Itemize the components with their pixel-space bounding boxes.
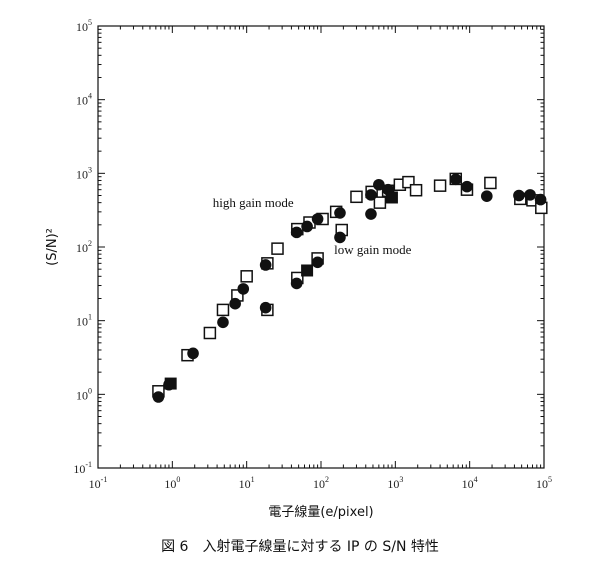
filled-circle-point [334,207,346,219]
x-tick-label: 101 [239,475,255,491]
y-axis-label: (S/N)² [45,228,60,266]
open-square-point [373,196,387,209]
y-tick-label: 104 [76,92,92,108]
filled-circle-point [449,173,462,186]
annotation-label: high gain mode [213,195,294,210]
filled-square-point [385,191,398,204]
open-square-point [271,242,284,255]
filled-circle-point [373,178,385,191]
x-tick-labels: 10-1 100 101 102 103 104 105 [89,475,552,491]
y-tick-label: 105 [76,18,92,34]
filled-circle-point [365,208,377,220]
y-tick-label: 101 [76,313,92,329]
open-square-point [240,270,253,283]
open-square-point [350,190,363,204]
annotation-label: low gain mode [334,242,411,257]
axis-ticks [97,25,545,469]
filled-square-point [164,377,177,390]
filled-circle-point [534,193,547,206]
filled-circle-point [217,316,229,329]
x-tick-label: 104 [462,475,478,491]
annotations: high gain mode low gain mode [213,195,412,257]
y-tick-label: 10-1 [73,460,92,476]
filled-square-point [301,264,314,277]
y-tick-labels: 10-1 100 101 102 103 104 105 [73,18,92,476]
filled-circle-point [311,256,324,269]
open-square-point [484,176,497,190]
filled-circle-point [290,226,303,239]
plot-frame [97,25,545,469]
x-tick-label: 102 [313,475,329,491]
filled-circle-point [513,189,525,202]
filled-circle-point [311,213,324,225]
x-tick-label: 10-1 [89,475,108,491]
filled-circle-point [229,297,241,310]
x-tick-label: 103 [387,475,403,491]
y-tick-label: 100 [76,386,92,402]
filled-circle-point [152,391,165,403]
x-tick-label: 105 [536,475,552,491]
open-square-point [409,183,423,197]
open-square-point [216,303,230,317]
filled-circle-point [334,231,346,244]
filled-circle-point [290,277,303,290]
x-axis-label: 電子線量(e/pixel) [268,504,373,520]
filled-circle-point [301,220,313,233]
filled-circle-point [461,180,473,193]
y-tick-label: 102 [76,239,92,255]
open-square-point [203,326,217,340]
data-markers [152,172,548,403]
filled-circle-point [237,283,250,295]
open-square-point [433,179,447,192]
filled-circle-point [187,347,199,360]
filled-circle-point [365,189,377,201]
filled-circle-point [259,301,272,314]
filled-circle-point [524,189,536,201]
filled-circle-point [480,190,493,202]
x-tick-label: 100 [164,475,180,491]
y-tick-label: 103 [76,165,92,181]
filled-circle-point [259,259,272,271]
figure-caption: 図 6 入射電子線量に対する IP の S/N 特性 [161,539,439,555]
open-square-point [402,175,415,189]
